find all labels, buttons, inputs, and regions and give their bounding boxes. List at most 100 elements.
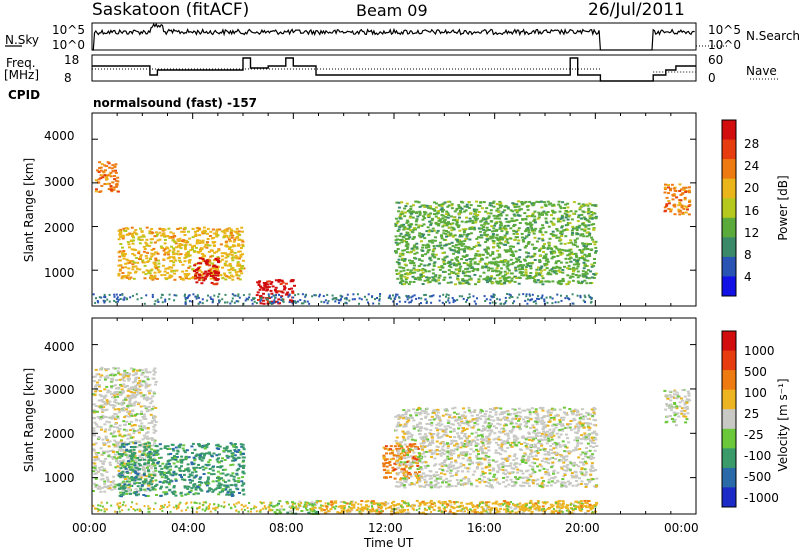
velocity-cell [129, 463, 133, 466]
power-cell [405, 221, 409, 224]
power-cell [512, 232, 516, 235]
velocity-cell [100, 428, 103, 431]
power-ground-cell [346, 293, 349, 296]
velocity-cell [221, 490, 224, 493]
power-cell [467, 206, 471, 209]
power-cell [477, 227, 481, 230]
power-cell [507, 221, 511, 224]
velocity-cell [113, 485, 117, 488]
power-cell [209, 255, 213, 258]
velocity-cell [95, 423, 98, 426]
power-cell [109, 188, 113, 191]
power-cell [432, 262, 436, 265]
power-cell [397, 258, 401, 261]
power-ground-cell [251, 302, 254, 305]
velocity-cell [192, 476, 196, 479]
power-cell [137, 252, 141, 255]
velocity-cell [382, 454, 386, 457]
power-cell [529, 267, 533, 270]
power-ground-cell [288, 301, 291, 304]
power-cell [509, 258, 513, 261]
power-cell [551, 266, 555, 269]
power-cell [477, 211, 481, 213]
velocity-cell [241, 476, 244, 479]
power-cell [673, 205, 677, 208]
velocity-cell [200, 459, 204, 462]
power-cell [176, 227, 180, 230]
velocity-cell [408, 444, 412, 447]
velocity-cell [132, 368, 136, 371]
power-cell [432, 265, 436, 267]
velocity-cell [442, 428, 446, 431]
velocity-cell [219, 484, 223, 487]
velocity-cell [145, 455, 148, 458]
power-cell [183, 256, 187, 259]
velocity-cell [116, 465, 120, 468]
power-ground-cell [489, 298, 492, 301]
power-cell [265, 286, 269, 289]
power-cell [513, 275, 517, 278]
power-cell [277, 290, 281, 293]
power-ground-cell [557, 301, 560, 304]
power-cell [446, 262, 450, 265]
power-cell [121, 272, 125, 274]
power-cell [293, 284, 296, 287]
velocity-cell [118, 424, 122, 427]
velocity-cell [162, 491, 166, 494]
power-cell [395, 222, 399, 225]
power-cell [486, 212, 490, 215]
power-cell [113, 178, 117, 181]
power-ground-cell [496, 297, 499, 300]
power-ground-cell [104, 296, 107, 299]
velocity-cell [96, 487, 100, 490]
power-cell [236, 264, 240, 267]
power-cell [457, 261, 461, 264]
power-cell [477, 280, 481, 283]
power-cell [527, 231, 531, 234]
velocity-cell [149, 402, 153, 405]
power-cell [208, 264, 212, 267]
velocity-cell [108, 426, 112, 429]
power-cell [478, 275, 482, 278]
velocity-cell [238, 465, 242, 468]
velocity-cell [102, 397, 106, 400]
power-ground-cell [445, 295, 447, 298]
power-cell [506, 260, 510, 263]
velocity-cell [200, 489, 204, 492]
power-cell [547, 271, 550, 274]
power-cell [593, 204, 597, 207]
power-cell [446, 205, 450, 208]
power-cell [486, 266, 490, 269]
power-cell [545, 259, 549, 262]
velocity-cell [386, 471, 390, 474]
velocity-cell [104, 368, 107, 370]
power-cell [441, 252, 445, 254]
power-cbar-tick-20: 20 [744, 181, 760, 195]
power-ground-cell [250, 299, 253, 302]
power-ground-cell [233, 301, 236, 304]
power-cell [489, 276, 493, 279]
power-cell [456, 275, 460, 277]
power-cell [134, 229, 138, 232]
power-cell [259, 295, 263, 298]
velocity-cell [169, 480, 172, 483]
velocity-cell [100, 374, 104, 377]
power-cell [582, 248, 586, 251]
power-cell [499, 271, 503, 274]
power-ground-cell [231, 297, 234, 300]
power-cell [539, 272, 543, 275]
velocity-cell [115, 441, 118, 444]
power-cell [403, 258, 407, 261]
power-cell [551, 222, 555, 225]
power-cell [585, 231, 589, 234]
velocity-cell [231, 454, 235, 457]
power-cell [124, 230, 128, 232]
power-cell [196, 268, 199, 271]
power-cell [525, 277, 529, 280]
power-cell [568, 276, 572, 279]
velocity-cell [414, 471, 417, 474]
power-cell [188, 237, 192, 240]
power-cell [687, 213, 691, 216]
velocity-cell [105, 471, 109, 474]
power-ground-cell [297, 293, 300, 296]
